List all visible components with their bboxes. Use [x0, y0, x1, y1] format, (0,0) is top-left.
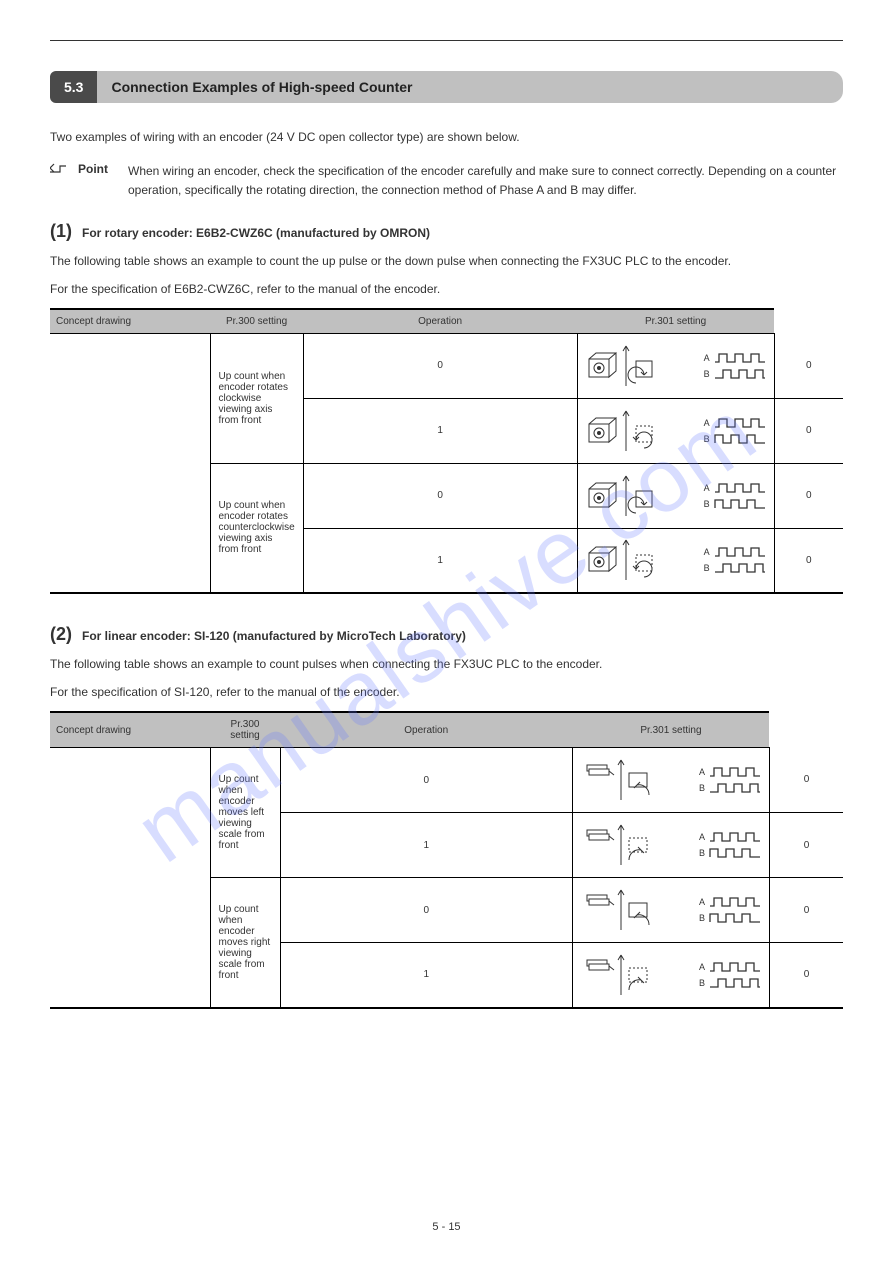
table-1: Concept drawing Pr.300 setting Operation…: [50, 308, 843, 595]
operation-diagram: A B: [577, 398, 774, 463]
encoder-section-2: (2) For linear encoder: SI-120 (manufact…: [50, 624, 843, 1009]
pr301-value: 0: [774, 398, 843, 463]
bullet-1: (1): [50, 221, 72, 242]
side-cell: [50, 748, 210, 1008]
pr300-value: 1: [303, 528, 577, 593]
pr301-value: 0: [774, 463, 843, 528]
operation-diagram: A B: [577, 463, 774, 528]
pr301-value: 0: [774, 528, 843, 593]
th-concept: Concept drawing: [50, 309, 210, 334]
pr300-value: 1: [280, 943, 572, 1008]
pr300-value: 0: [303, 333, 577, 398]
encoder-1-note: For the specification of E6B2-CWZ6C, ref…: [50, 280, 843, 298]
point-icon: [50, 162, 70, 200]
header-divider: [50, 40, 843, 41]
encoder-2-note: For the specification of SI-120, refer t…: [50, 683, 843, 701]
intro-paragraph: Two examples of wiring with an encoder (…: [50, 128, 843, 147]
point-callout: Point When wiring an encoder, check the …: [50, 162, 843, 200]
concept-cell: Up count when encoder moves right viewin…: [210, 878, 280, 1008]
operation-diagram: A B: [572, 878, 769, 943]
th-concept-2: Concept drawing: [50, 712, 210, 748]
concept-cell: Up count when encoder rotates counterclo…: [210, 463, 303, 593]
operation-diagram: A B: [572, 748, 769, 813]
section-header: 5.3 Connection Examples of High-speed Co…: [50, 71, 843, 103]
point-label: Point: [78, 162, 128, 200]
pr301-value: 0: [769, 748, 843, 813]
section-number: 5.3: [50, 71, 97, 103]
pr300-value: 1: [280, 813, 572, 878]
section-title: Connection Examples of High-speed Counte…: [97, 71, 843, 103]
pr300-value: 0: [303, 463, 577, 528]
pr300-value: 0: [280, 878, 572, 943]
concept-cell: Up count when encoder rotates clockwise …: [210, 333, 303, 463]
encoder-2-desc: The following table shows an example to …: [50, 655, 843, 673]
operation-diagram: A B: [577, 333, 774, 398]
pr301-value: 0: [769, 943, 843, 1008]
encoder-1-desc: The following table shows an example to …: [50, 252, 843, 270]
pr301-value: 0: [769, 878, 843, 943]
table-2: Concept drawing Pr.300 setting Operation…: [50, 711, 843, 1009]
operation-diagram: A B: [577, 528, 774, 593]
th-pr300-2: Pr.300 setting: [210, 712, 280, 748]
encoder-section-1: (1) For rotary encoder: E6B2-CWZ6C (manu…: [50, 221, 843, 595]
pr301-value: 0: [769, 813, 843, 878]
page-number: 5 - 15: [0, 1221, 893, 1233]
encoder-1-heading: For rotary encoder: E6B2-CWZ6C (manufact…: [82, 226, 430, 240]
bullet-2: (2): [50, 624, 72, 645]
pr300-value: 1: [303, 398, 577, 463]
operation-diagram: A B: [572, 813, 769, 878]
concept-cell: Up count when encoder moves left viewing…: [210, 748, 280, 878]
pr301-value: 0: [774, 333, 843, 398]
th-operation-2: Operation: [280, 712, 572, 748]
point-text: When wiring an encoder, check the specif…: [128, 162, 843, 200]
side-cell: [50, 333, 210, 593]
th-pr301-2: Pr.301 setting: [572, 712, 769, 748]
encoder-2-heading: For linear encoder: SI-120 (manufactured…: [82, 629, 466, 643]
pr300-value: 0: [280, 748, 572, 813]
th-pr301: Pr.301 setting: [577, 309, 774, 334]
th-operation: Operation: [303, 309, 577, 334]
operation-diagram: A B: [572, 943, 769, 1008]
th-pr300: Pr.300 setting: [210, 309, 303, 334]
